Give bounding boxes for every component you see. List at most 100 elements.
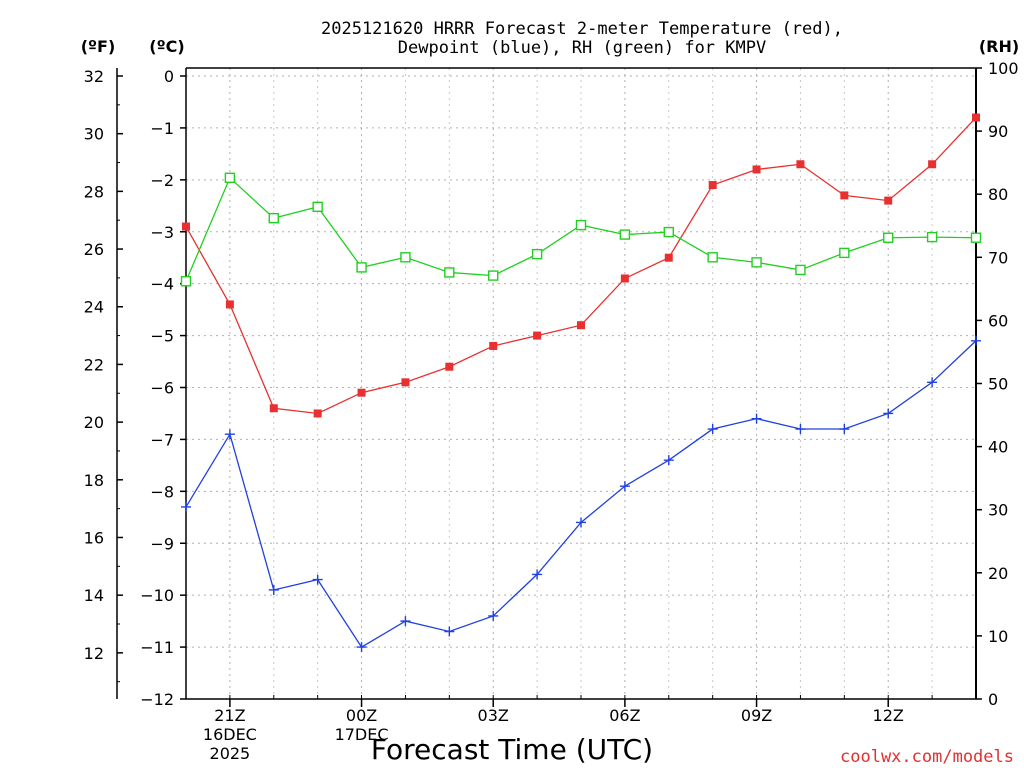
dewpoint-point — [356, 642, 367, 653]
x-tick-label: 2025 — [210, 744, 251, 763]
temperature-point — [269, 404, 278, 413]
dewpoint-point — [488, 610, 499, 621]
x-tick-label: 06Z — [609, 706, 640, 725]
rh-tick-label: 50 — [988, 375, 1008, 394]
celsius-tick-label: 0 — [164, 67, 174, 86]
dewpoint-point — [883, 408, 894, 419]
rh-point — [751, 257, 762, 268]
fahrenheit-tick-label: 14 — [84, 586, 104, 605]
rh-point — [795, 264, 806, 276]
dewpoint-point — [619, 481, 630, 492]
temperature-point — [620, 274, 629, 283]
fahrenheit-tick-label: 20 — [84, 413, 104, 432]
rh-tick-label: 40 — [988, 438, 1008, 457]
dewpoint-point — [268, 584, 279, 595]
rh-tick-label: 60 — [988, 311, 1008, 330]
rh-tick-label: 90 — [988, 122, 1008, 141]
celsius-tick-label: −10 — [140, 586, 174, 605]
celsius-tick-label: −2 — [150, 171, 174, 190]
celsius-tick-label: −1 — [150, 119, 174, 138]
rh-point — [356, 262, 367, 273]
celsius-tick-label: −12 — [140, 690, 174, 709]
dewpoint-point — [707, 424, 718, 435]
rh-point — [180, 276, 192, 287]
celsius-tick-label: −6 — [150, 379, 174, 398]
dewpoint-point — [839, 424, 850, 435]
chart-title-line-1: 2025121620 HRRR Forecast 2-meter Tempera… — [321, 19, 843, 39]
rh-unit-label: (RH) — [979, 37, 1019, 56]
celsius-tick-label: −3 — [150, 223, 174, 242]
rh-series — [180, 172, 982, 287]
rh-tick-label: 20 — [988, 564, 1008, 583]
temperature-point — [972, 113, 980, 122]
dewpoint-point — [663, 455, 674, 466]
x-tick-label: 21Z — [214, 706, 245, 725]
rh-point — [663, 226, 674, 238]
rh-point — [488, 270, 499, 281]
temperature-point — [664, 253, 673, 262]
dewpoint-point — [751, 413, 762, 424]
dewpoint-series — [181, 335, 981, 653]
fahrenheit-tick-label: 12 — [84, 644, 104, 663]
rh-point — [707, 252, 718, 263]
fahrenheit-tick-label: 28 — [84, 182, 104, 201]
temperature-point — [313, 409, 322, 418]
temperature-point — [182, 222, 190, 231]
rh-point — [970, 232, 982, 243]
temperature-series — [182, 113, 980, 418]
series-layer — [180, 113, 982, 653]
rh-point — [268, 212, 279, 224]
temperature-point — [840, 191, 849, 200]
credit-label: coolwx.com/models — [840, 747, 1014, 767]
celsius-unit-label: (ºC) — [149, 37, 184, 56]
temperature-point — [357, 388, 366, 397]
fahrenheit-tick-label: 26 — [84, 240, 104, 259]
fahrenheit-unit-label: (ºF) — [81, 37, 116, 56]
temperature-point — [796, 160, 805, 169]
fahrenheit-tick-label: 32 — [84, 67, 104, 86]
x-axis-label: Forecast Time (UTC) — [371, 733, 653, 766]
fahrenheit-tick-label: 22 — [84, 355, 104, 374]
temperature-point — [577, 321, 585, 330]
rh-point — [619, 229, 631, 240]
temperature-point — [928, 160, 937, 169]
rh-point — [883, 232, 894, 243]
rh-tick-label: 10 — [988, 627, 1008, 646]
celsius-tick-label: −11 — [140, 638, 174, 657]
fahrenheit-tick-label: 18 — [84, 471, 104, 490]
fahrenheit-tick-label: 24 — [84, 298, 104, 317]
dewpoint-point — [224, 429, 235, 440]
rh-point — [444, 267, 455, 278]
chart-title-line-2: Dewpoint (blue), RH (green) for KMPV — [398, 38, 766, 58]
celsius-tick-label: −4 — [150, 275, 174, 294]
chart-text: 2025121620 HRRR Forecast 2-meter Tempera… — [81, 19, 1019, 767]
rh-tick-label: 30 — [988, 501, 1008, 520]
rh-tick-label: 0 — [988, 690, 998, 709]
axes: 0 −1 −2 −3 −4 −5 −6 −7 −8 −9 −10 −11 −12 32 30 28 26 24 22… — [84, 59, 1019, 763]
rh-tick-label: 100 — [988, 59, 1019, 78]
dewpoint-point — [312, 574, 323, 585]
x-tick-label: 00Z — [346, 706, 377, 725]
celsius-tick-label: −9 — [150, 534, 174, 553]
celsius-tick-label: −8 — [150, 482, 174, 501]
rh-point — [839, 247, 850, 259]
rh-point — [224, 172, 236, 183]
temperature-point — [708, 181, 717, 190]
temperature-point — [752, 165, 761, 174]
dewpoint-point — [400, 616, 411, 627]
rh-point — [312, 201, 323, 213]
x-tick-label: 12Z — [873, 706, 904, 725]
dewpoint-point — [181, 501, 191, 512]
x-tick-label: 17DEC — [335, 725, 389, 744]
rh-point — [400, 252, 411, 263]
grid-lines — [185, 68, 977, 699]
celsius-tick-label: −5 — [150, 327, 174, 346]
temperature-point — [884, 196, 893, 205]
dewpoint-point — [795, 424, 806, 435]
dewpoint-point — [927, 377, 938, 388]
x-tick-label: 09Z — [741, 706, 772, 725]
rh-point — [926, 231, 938, 243]
rh-point — [575, 219, 587, 231]
fahrenheit-tick-label: 16 — [84, 528, 104, 547]
